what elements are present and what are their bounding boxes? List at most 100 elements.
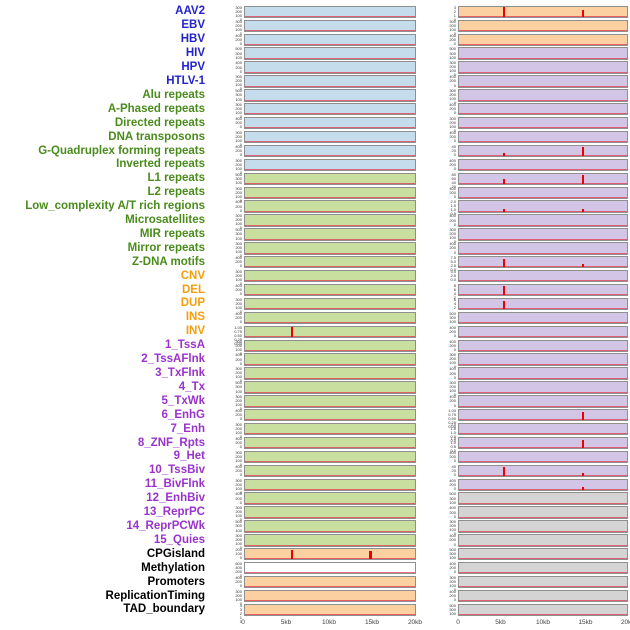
y-tick-label: 400: [449, 241, 456, 247]
y-axis-tick-labels: 300 200 100 0: [206, 214, 244, 230]
y-tick-label: 0: [453, 346, 456, 352]
signal-spike: [581, 146, 585, 157]
track-label: DNA transposons: [108, 130, 205, 143]
y-axis-tick-labels: 400 200 0: [206, 200, 244, 212]
signal-baseline: [459, 447, 627, 449]
y-tick-label: 5.0: [450, 259, 456, 265]
track-label: INS: [185, 311, 205, 324]
column-gap: [416, 498, 441, 499]
track-plot-left: [244, 75, 416, 88]
y-tick-label: 200: [449, 565, 456, 571]
y-tick-label: 400: [449, 394, 456, 400]
signal-baseline: [245, 71, 415, 73]
track-plot-right: [458, 297, 628, 311]
y-tick-label: 100: [449, 124, 456, 129]
y-tick-label: 300: [235, 366, 242, 372]
signal-baseline: [245, 30, 415, 32]
track-label: MIR repeats: [139, 227, 205, 240]
x-tick-label: 15kb: [364, 619, 380, 626]
y-axis-tick-labels: 300 200 100 0: [206, 5, 244, 21]
x-tick-label: 5kb: [495, 619, 506, 626]
track-row: INV 1.00 0.75 0.50 0.25 0.00 400 200 0: [0, 324, 628, 345]
y-axis-tick-labels: 400 200 0: [441, 214, 458, 226]
track-label: Alu repeats: [142, 88, 205, 101]
y-axis-tick-labels: 300 200 100 0: [441, 575, 458, 591]
y-tick-label: 300: [235, 421, 242, 427]
signal-baseline: [459, 252, 627, 254]
y-tick-label: 100: [449, 54, 456, 60]
track-row: CPGisland 200 100 0 500 300 100: [0, 547, 628, 561]
track-plot-right: [458, 158, 628, 172]
column-gap: [416, 137, 441, 138]
y-tick-label: 8: [453, 282, 456, 288]
y-tick-label: 100: [235, 54, 242, 60]
track-plot-left: [244, 409, 416, 422]
y-tick-label: 0: [453, 332, 456, 338]
y-tick-label: 400: [449, 213, 456, 219]
signal-baseline: [459, 391, 627, 393]
y-tick-label: 300: [449, 60, 456, 66]
signal-baseline: [245, 252, 415, 254]
y-tick-label: 100: [235, 304, 242, 310]
track-row: L2 repeats 300 200 100 0 400 200 0: [0, 186, 628, 202]
track-plot-right: [458, 603, 628, 617]
y-tick-label: 500: [235, 380, 242, 386]
y-tick-label: 0.75: [448, 412, 456, 418]
track-plot-left: [244, 534, 416, 547]
y-tick-label: 100: [235, 235, 242, 241]
signal-baseline: [245, 391, 415, 393]
y-axis-tick-labels: 7.5 5.0 2.5 0.0: [441, 256, 458, 272]
y-tick-label: 100: [449, 527, 456, 533]
y-tick-label: 1.5: [450, 425, 456, 431]
track-label: L1 repeats: [147, 172, 205, 185]
y-tick-label: 100: [235, 541, 242, 547]
y-tick-label: 300: [449, 88, 456, 94]
y-axis-tick-labels: 500 300 100: [206, 47, 244, 59]
track-row: MIR repeats 500 300 100 300 200 100 0: [0, 227, 628, 244]
y-tick-label: 0: [453, 402, 456, 408]
y-tick-label: 200: [449, 78, 456, 84]
signal-baseline: [459, 419, 627, 421]
track-plot-left: [244, 242, 416, 255]
signal-baseline: [459, 475, 627, 477]
signal-baseline: [459, 71, 627, 73]
y-tick-label: 100: [449, 611, 456, 617]
y-tick-label: 300: [235, 533, 242, 539]
signal-baseline: [459, 335, 627, 337]
y-tick-label: 0: [453, 458, 456, 464]
column-gap: [416, 415, 441, 416]
track-row: Z-DNA motifs 400 200 0 7.5 5.0 2.5 0.0: [0, 255, 628, 272]
y-tick-label: 500: [235, 46, 242, 52]
y-axis-tick-labels: 400 200 0: [441, 75, 458, 87]
y-tick-label: 0.5: [450, 211, 456, 217]
column-gap: [416, 248, 441, 249]
signal-baseline: [245, 405, 415, 407]
y-tick-label: 400: [449, 324, 456, 330]
signal-baseline: [245, 530, 415, 532]
y-tick-label: 200: [235, 245, 242, 251]
signal-baseline: [245, 516, 415, 518]
y-tick-label: 100: [449, 68, 456, 74]
y-tick-label: 0: [453, 531, 456, 537]
y-tick-label: 400: [449, 505, 456, 511]
y-tick-label: 200: [235, 569, 242, 574]
y-axis-tick-labels: 300 200 100 0: [441, 88, 458, 105]
y-tick-label: 0: [239, 360, 242, 366]
track-plot-left: [244, 436, 416, 450]
track-plot-left: [244, 478, 416, 491]
y-tick-label: 100: [235, 110, 242, 116]
y-axis-tick-labels: 400 200 0: [441, 103, 458, 115]
y-tick-label: 1.0: [450, 439, 456, 445]
track-plot-right: [458, 506, 628, 519]
y-tick-label: 0.0: [450, 267, 456, 273]
signal-baseline: [459, 377, 627, 379]
signal-baseline: [459, 572, 627, 574]
y-tick-label: 0: [239, 573, 242, 578]
y-axis-tick-labels: 400 200 0: [441, 395, 458, 407]
track-plot-left: [244, 311, 416, 325]
track-row: 8_ZNF_Rpts 400 200 0 1.5 1.0 0.5 0.0: [0, 436, 628, 452]
y-axis-tick-labels: 400 200 0: [441, 33, 458, 46]
y-tick-label: 300: [449, 50, 456, 56]
y-axis-tick-labels: 400 200 0: [206, 283, 244, 296]
track-plot-left: [244, 5, 416, 19]
